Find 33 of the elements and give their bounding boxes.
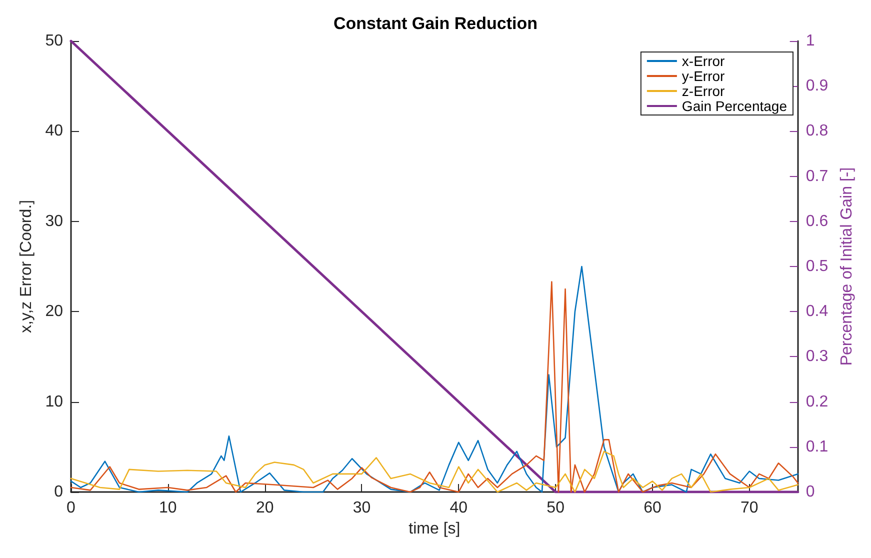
y2-tick-label: 0 <box>806 484 815 500</box>
x-tick-label: 70 <box>740 500 758 516</box>
y-tick-label: 20 <box>45 303 64 320</box>
legend-label: y-Error <box>682 68 726 84</box>
y2-tick-label: 0.4 <box>806 303 828 320</box>
y2-tick-label: 1 <box>806 32 815 50</box>
y2-tick-label: 0.6 <box>806 212 828 230</box>
x-tick-label: 50 <box>546 500 565 516</box>
y2-tick-label: 0.2 <box>806 393 828 410</box>
x-tick-label: 40 <box>450 500 468 516</box>
y-tick-label: 40 <box>45 122 64 140</box>
x-tick-label: 0 <box>66 500 76 516</box>
x-axis-title: time [s] <box>408 520 460 538</box>
y2-tick-label: 0.9 <box>806 78 828 95</box>
legend-label: z-Error <box>682 83 726 99</box>
legend-label: x-Error <box>682 53 726 69</box>
x-tick-label: 20 <box>256 500 274 516</box>
x-tick-label: 60 <box>644 500 662 516</box>
y2-tick-label: 0.5 <box>806 258 828 275</box>
chart-title: Constant Gain Reduction <box>334 14 538 33</box>
y-tick-label: 10 <box>45 393 64 410</box>
x-tick-label: 10 <box>159 500 177 516</box>
y2-tick-label: 0.1 <box>806 438 828 456</box>
x-tick-label: 30 <box>352 500 371 516</box>
y2-tick-label: 0.3 <box>806 348 828 366</box>
legend-label: Gain Percentage <box>682 98 788 114</box>
y-tick-label: 30 <box>45 212 64 230</box>
y2-axis-title: Percentage of Initial Gain [-] <box>838 167 856 366</box>
y-axis-title: x,y,z Error [Coord.] <box>18 200 35 334</box>
y2-tick-label: 0.7 <box>806 168 828 185</box>
y-tick-label: 50 <box>45 32 64 50</box>
y-tick-label: 0 <box>54 484 64 500</box>
y2-tick-label: 0.8 <box>806 122 828 140</box>
